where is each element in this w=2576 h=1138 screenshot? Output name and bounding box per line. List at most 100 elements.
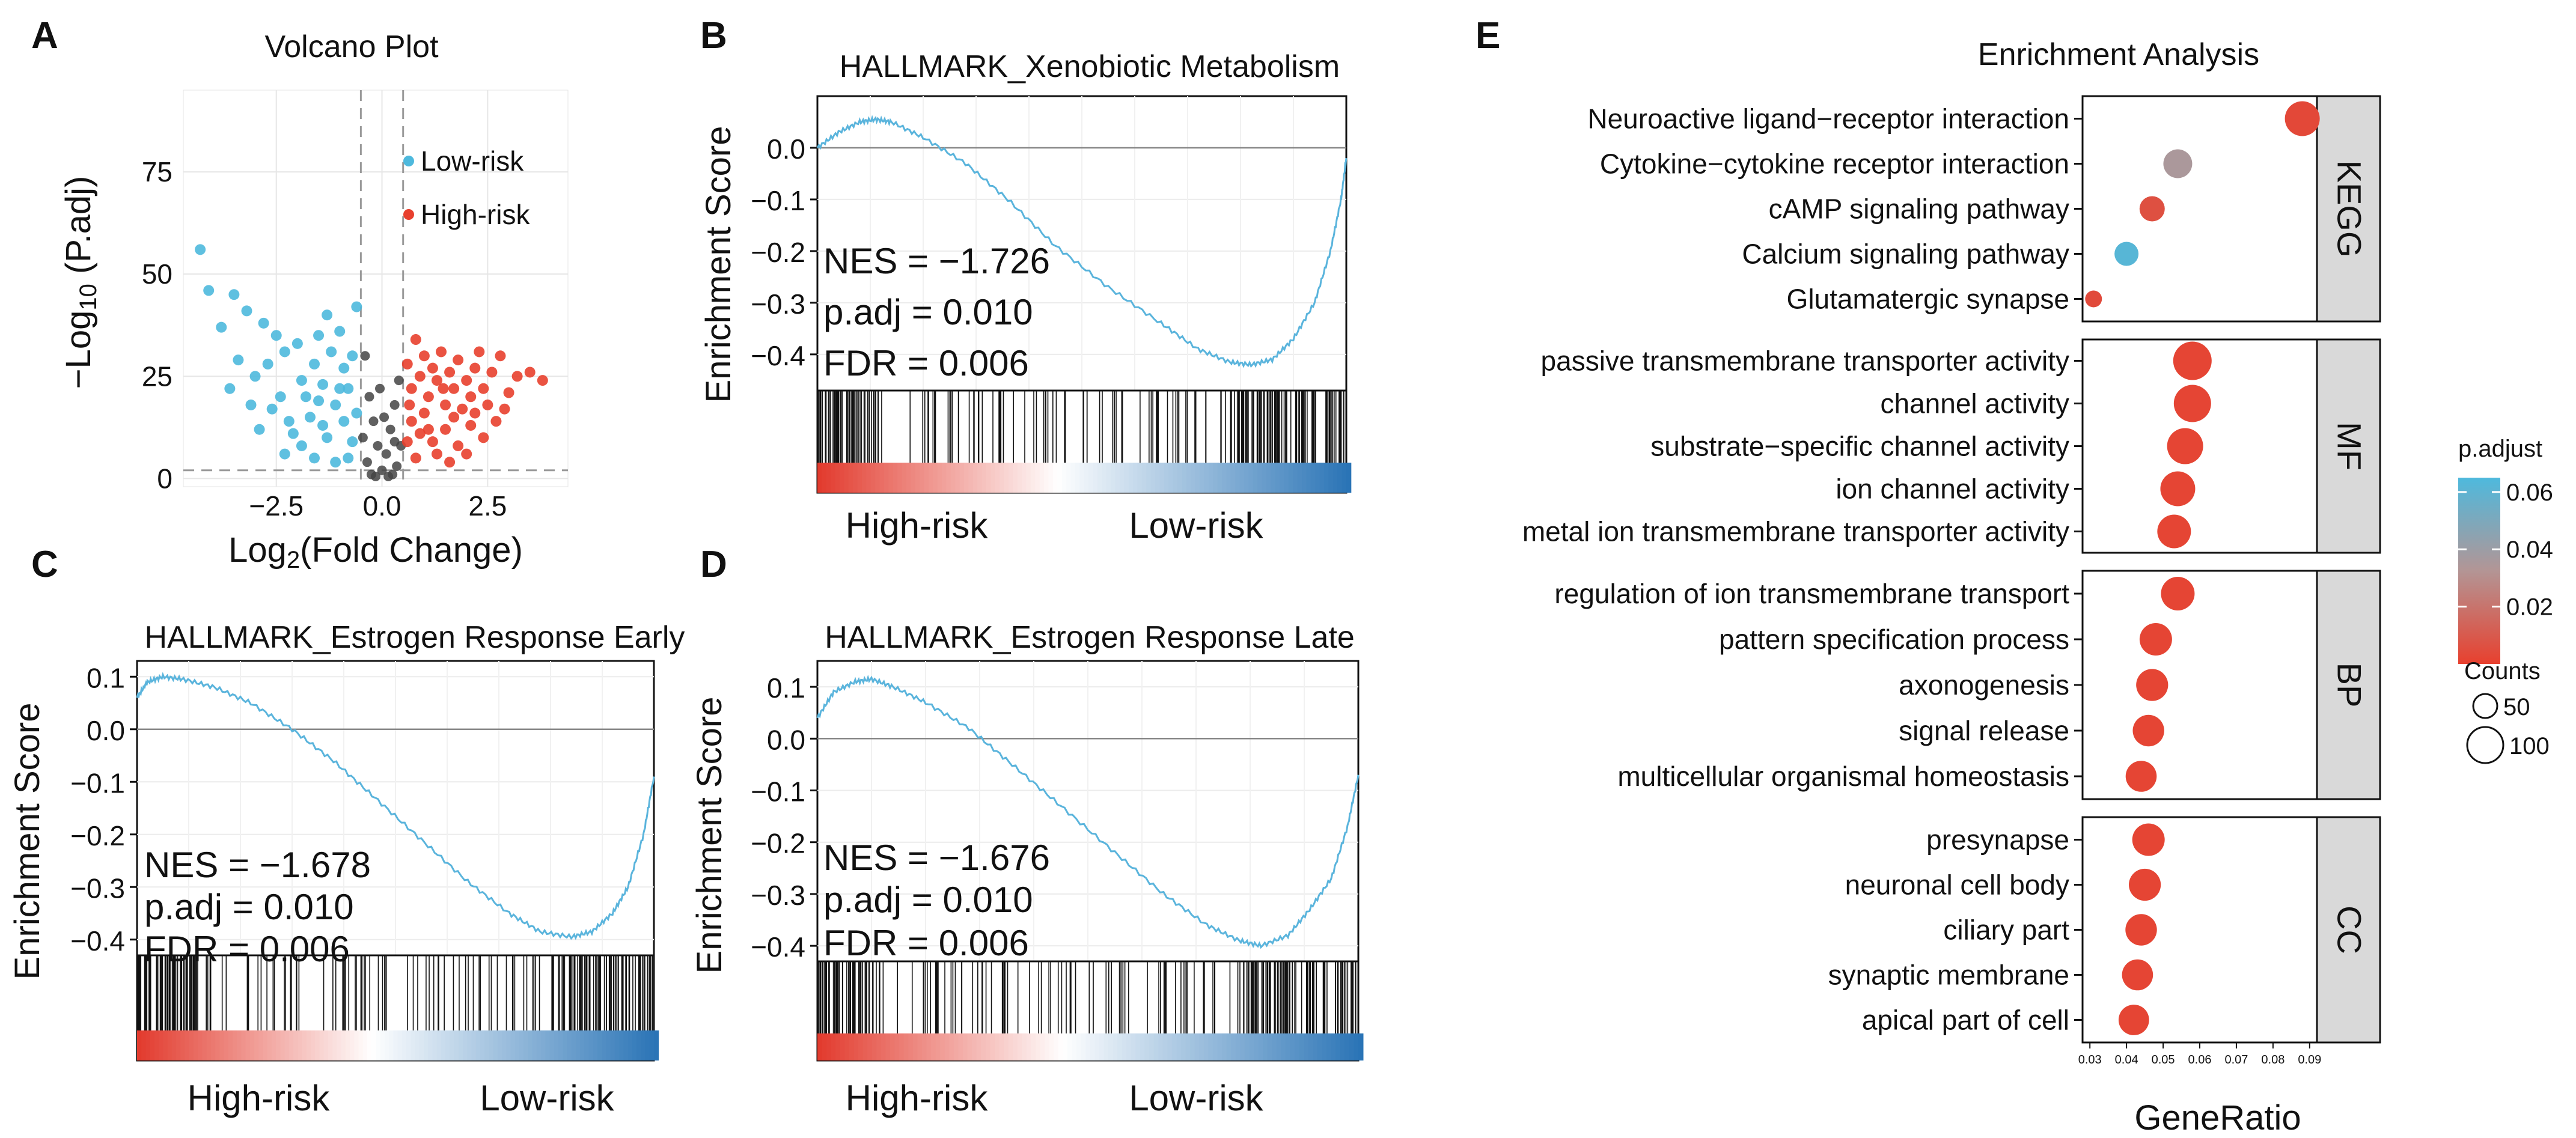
gsea-rank-bar-segment bbox=[1185, 1033, 1191, 1060]
panel-e-title: Enrichment Analysis bbox=[1978, 37, 2259, 72]
gsea-rank-bar-segment bbox=[397, 1030, 403, 1060]
gsea-y-tick-label: −0.1 bbox=[751, 185, 805, 216]
gsea-rank-bar-segment bbox=[219, 1030, 225, 1060]
gsea-rank-bar-segment bbox=[902, 463, 907, 493]
volcano-point-high-risk bbox=[404, 399, 415, 410]
gsea-rank-bar-segment bbox=[857, 463, 862, 493]
gsea-rank-bar-segment bbox=[584, 1030, 590, 1060]
gsea-rank-bar-segment bbox=[940, 1033, 945, 1060]
gsea-rank-bar-segment bbox=[245, 1030, 251, 1060]
panel-c-low-risk-label: Low-risk bbox=[480, 1078, 614, 1118]
gsea-rank-bar-segment bbox=[1258, 1033, 1264, 1060]
gsea-rank-bar-segment bbox=[1135, 1033, 1141, 1060]
gsea-rank-bar-segment bbox=[861, 463, 867, 493]
dotplot-facet-strip-label: CC bbox=[2331, 905, 2369, 954]
volcano-point-neutral bbox=[360, 351, 370, 361]
gsea-rank-bar-segment bbox=[1149, 1033, 1155, 1060]
gsea-rank-bar-segment bbox=[1195, 463, 1200, 493]
volcano-point-high-risk bbox=[440, 399, 451, 410]
gsea-rank-bar-segment bbox=[949, 1033, 954, 1060]
gsea-rank-bar-segment bbox=[1144, 1033, 1150, 1060]
gsea-rank-bar-segment bbox=[890, 1033, 896, 1060]
gsea-rank-bar-segment bbox=[899, 1033, 905, 1060]
gsea-rank-bar-segment bbox=[237, 1030, 242, 1060]
gsea-rank-bar-segment bbox=[567, 1030, 572, 1060]
gsea-rank-bar-segment bbox=[876, 1033, 882, 1060]
gsea-rank-bar-segment bbox=[202, 1030, 207, 1060]
panel-d: D HALLMARK_Estrogen Response Late Enrich… bbox=[690, 544, 1364, 1118]
volcano-point-high-risk bbox=[401, 436, 413, 448]
dotplot-term-label: apical part of cell bbox=[1862, 1005, 2069, 1036]
gsea-rank-bar-segment bbox=[1199, 463, 1205, 493]
gsea-rank-bar-segment bbox=[1226, 463, 1232, 493]
gsea-rank-bar-segment bbox=[154, 1030, 160, 1060]
volcano-point-high-risk bbox=[414, 428, 426, 439]
volcano-point-neutral bbox=[385, 424, 395, 434]
volcano-point-low-risk bbox=[279, 346, 290, 358]
gsea-rank-bar-segment bbox=[224, 1030, 229, 1060]
volcano-point-high-risk bbox=[436, 346, 447, 358]
gsea-rank-bar-segment bbox=[866, 463, 871, 493]
gsea-rank-bar-segment bbox=[1111, 463, 1116, 493]
volcano-point-low-risk bbox=[296, 440, 307, 451]
dotplot-x-axis-label: GeneRatio bbox=[2134, 1098, 2301, 1137]
volcano-point-low-risk bbox=[304, 412, 316, 423]
gsea-rank-bar-segment bbox=[1066, 463, 1072, 493]
gsea-rank-bar-segment bbox=[844, 463, 849, 493]
gsea-rank-bar-segment bbox=[362, 1030, 368, 1060]
gsea-rank-bar-segment bbox=[1295, 1033, 1300, 1060]
volcano-point-high-risk bbox=[461, 448, 472, 460]
gsea-running-score-line bbox=[816, 115, 1348, 368]
volcano-point-high-risk bbox=[465, 419, 477, 431]
panel-b-y-axis-label: Enrichment Score bbox=[699, 126, 738, 403]
gsea-rank-bar-segment bbox=[1328, 463, 1334, 493]
gsea-rank-bar-segment bbox=[288, 1030, 295, 1060]
gsea-rank-bar-segment bbox=[944, 1033, 950, 1060]
volcano-point-neutral bbox=[362, 457, 372, 467]
volcano-point-low-risk bbox=[351, 407, 362, 419]
gsea-rank-bar-segment bbox=[1310, 463, 1316, 493]
volcano-point-neutral bbox=[368, 416, 379, 427]
gsea-rank-bar-segment bbox=[254, 1030, 260, 1060]
panel-c-fdr: FDR = 0.006 bbox=[144, 929, 350, 969]
volcano-point-high-risk bbox=[469, 407, 481, 419]
gsea-rank-bar-segment bbox=[831, 1033, 837, 1060]
gsea-rank-bar-segment bbox=[1026, 1033, 1032, 1060]
gsea-rank-bar-segment bbox=[1126, 1033, 1132, 1060]
gsea-rank-bar-segment bbox=[972, 1033, 977, 1060]
gsea-rank-bar-segment bbox=[879, 463, 885, 493]
gsea-rank-bar-segment bbox=[137, 1030, 142, 1060]
gsea-rank-bar-segment bbox=[436, 1030, 442, 1060]
panel-b-label: B bbox=[700, 15, 727, 56]
gsea-rank-bar-segment bbox=[867, 1033, 873, 1060]
padj-tick-label: 0.04 bbox=[2506, 537, 2553, 563]
gsea-rank-bar-segment bbox=[545, 1030, 551, 1060]
gsea-rank-bar-segment bbox=[411, 1030, 416, 1060]
dotplot-point bbox=[2085, 290, 2102, 308]
gsea-rank-bar-segment bbox=[871, 1033, 877, 1060]
panel-d-y-axis-label: Enrichment Score bbox=[690, 697, 729, 974]
gsea-rank-bar-segment bbox=[554, 1030, 559, 1060]
gsea-rank-bar-segment bbox=[1106, 463, 1112, 493]
panel-c-title: HALLMARK_Estrogen Response Early bbox=[145, 620, 685, 655]
volcano-point-neutral bbox=[381, 449, 391, 459]
dotplot-term-label: Glutamatergic synapse bbox=[1787, 284, 2069, 315]
volcano-x-tick-label: 2.5 bbox=[468, 490, 507, 522]
gsea-rank-bar-segment bbox=[1208, 463, 1214, 493]
gsea-y-tick-label: −0.4 bbox=[751, 340, 805, 371]
panel-d-title: HALLMARK_Estrogen Response Late bbox=[825, 620, 1355, 655]
gsea-rank-bar-segment bbox=[1346, 463, 1352, 493]
gsea-rank-bar-segment bbox=[981, 1033, 986, 1060]
gsea-rank-bar-segment bbox=[968, 463, 974, 493]
volcano-point-high-risk bbox=[427, 362, 438, 374]
volcano-point-high-risk bbox=[465, 391, 477, 403]
panel-e: E Enrichment Analysis KEGG Neuroactive li… bbox=[1476, 15, 2553, 1137]
panel-d-gsea: 0.1 0.0 −0.1 −0.2 −0.3 −0.4 bbox=[751, 660, 1364, 1062]
gsea-rank-bar-segment bbox=[284, 1030, 290, 1060]
gsea-rank-bar-segment bbox=[419, 1030, 424, 1060]
volcano-point-high-risk bbox=[427, 436, 438, 448]
gsea-rank-bar-segment bbox=[1217, 463, 1222, 493]
gsea-rank-bar-segment bbox=[1084, 463, 1090, 493]
volcano-point-low-risk bbox=[224, 383, 236, 394]
